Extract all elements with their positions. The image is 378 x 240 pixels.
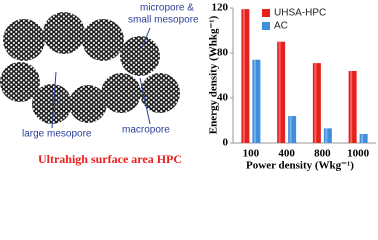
- bar: [348, 71, 357, 143]
- x-tick-label: 100: [243, 148, 260, 160]
- bar: [277, 41, 286, 143]
- y-tick-label: 80: [217, 47, 229, 59]
- y-tick-label: 0: [223, 137, 229, 149]
- particle: [0, 62, 40, 102]
- bar: [359, 134, 368, 143]
- legend-label: AC: [274, 21, 288, 32]
- y-tick-label: 40: [217, 92, 229, 104]
- pore-label: large mesopore: [22, 129, 92, 140]
- particle: [3, 19, 45, 61]
- arrow: [139, 77, 151, 125]
- particle: [140, 73, 180, 113]
- x-tick-label: 400: [278, 148, 295, 160]
- caption: Ultrahigh surface area HPC: [38, 152, 182, 166]
- y-tick-label: 120: [212, 2, 229, 14]
- bar: [241, 9, 250, 143]
- particle: [120, 36, 160, 76]
- bar-highlight: [325, 128, 328, 143]
- page: {"diagram": {"labels": ["micropore &", "…: [0, 0, 378, 172]
- bar-highlight: [350, 71, 353, 143]
- bar-highlight: [361, 134, 364, 143]
- bar: [312, 63, 321, 143]
- particle: [82, 19, 124, 61]
- particle: [32, 84, 72, 124]
- pore-diagram: micropore & small mesopore large mesopor…: [0, 3, 199, 166]
- legend-label: UHSA-HPC: [274, 8, 326, 19]
- bar-highlight: [289, 116, 292, 143]
- legend-swatch: [262, 9, 270, 17]
- bar-highlight: [253, 59, 256, 143]
- arrow: [51, 71, 57, 129]
- bar-highlight: [314, 63, 317, 143]
- pore-label: macropore: [122, 125, 170, 136]
- bar: [252, 59, 261, 143]
- x-axis-label: Power density (Wkg⁻¹): [246, 160, 354, 172]
- y-axis-label: Energy density (Whkg⁻¹): [208, 15, 220, 134]
- pore-label: micropore &: [140, 3, 194, 14]
- chart: Energy density (Whkg⁻¹) Power density (W…: [208, 2, 376, 172]
- bar: [323, 128, 332, 143]
- particle: [101, 73, 141, 113]
- arrow: [141, 27, 151, 49]
- pore-label: small mesopore: [128, 15, 199, 26]
- bar-highlight: [242, 9, 245, 143]
- legend-swatch: [262, 22, 270, 30]
- particle: [43, 12, 85, 54]
- x-tick-label: 1000: [347, 148, 370, 160]
- x-tick-label: 800: [314, 148, 331, 160]
- bar-highlight: [278, 41, 281, 143]
- bar: [288, 116, 297, 143]
- figure: micropore & small mesopore large mesopor…: [0, 2, 376, 172]
- particle: [69, 85, 107, 123]
